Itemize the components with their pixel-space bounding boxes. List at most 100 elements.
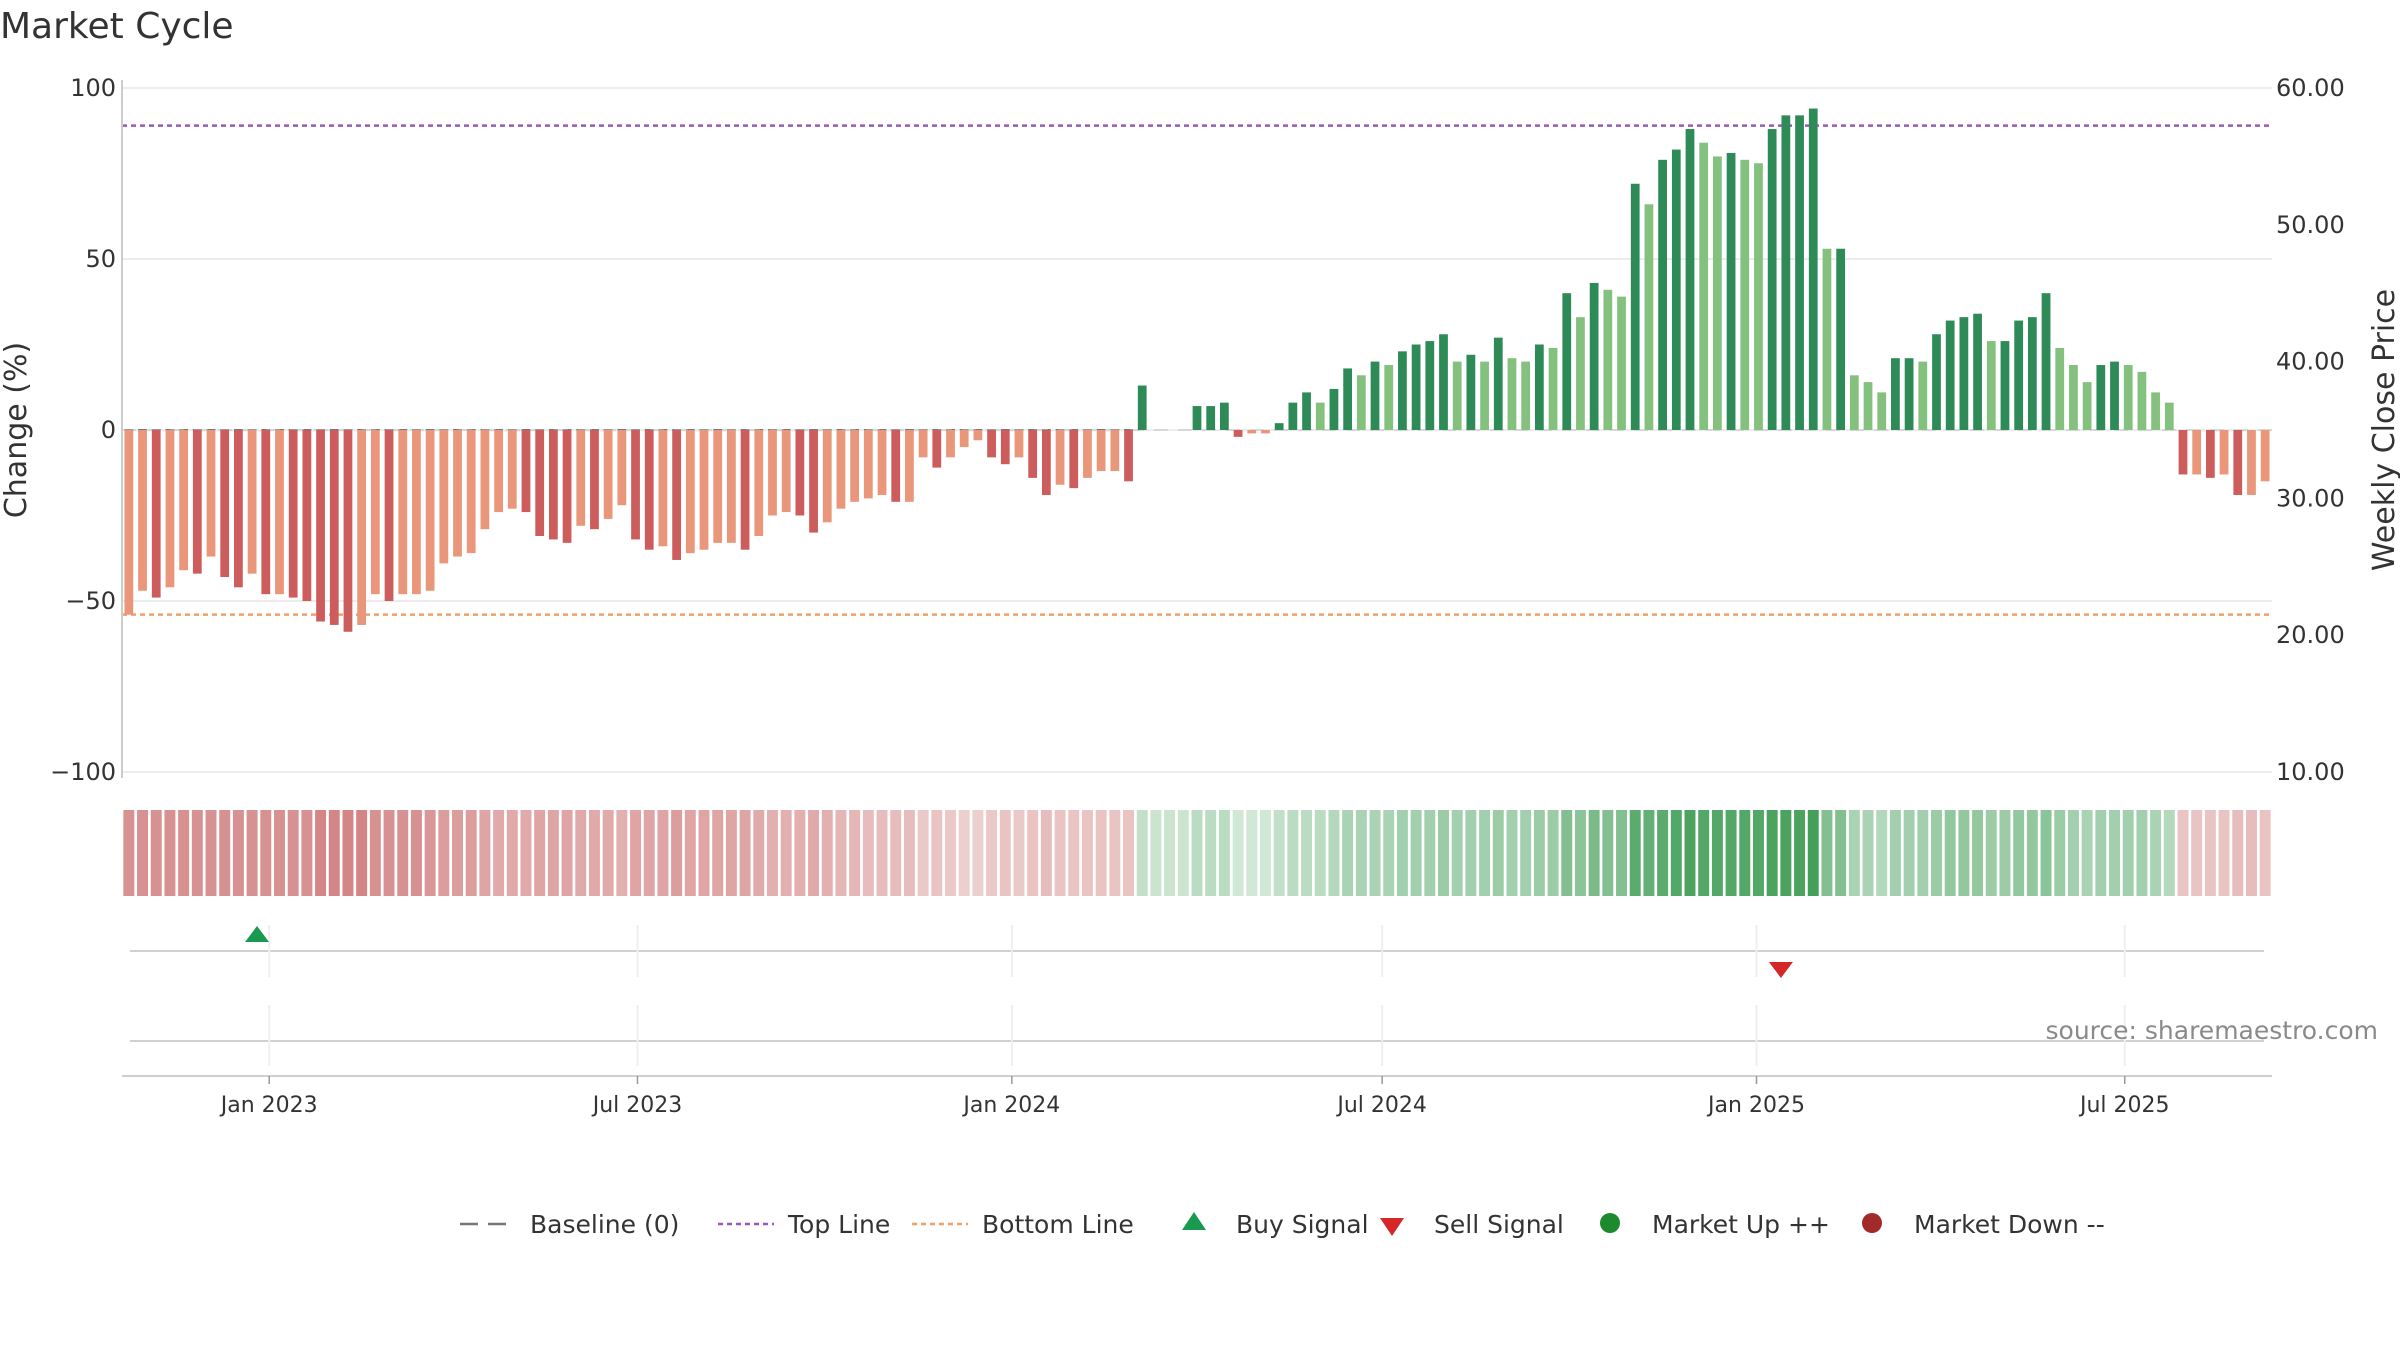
heat-cell xyxy=(232,810,244,896)
change-bar xyxy=(1986,341,1996,430)
change-bar xyxy=(1726,152,1736,431)
change-bar xyxy=(1713,156,1722,430)
change-bar xyxy=(1110,430,1120,472)
change-bar xyxy=(1630,183,1640,430)
change-bar xyxy=(1534,344,1544,430)
heat-cell xyxy=(1191,810,1203,896)
heat-cell xyxy=(191,810,203,896)
change-bar xyxy=(781,430,791,513)
heat-cell xyxy=(698,810,710,896)
heat-cell xyxy=(862,810,874,896)
heat-cell xyxy=(1684,810,1696,896)
y-tick-label: −100 xyxy=(50,758,116,786)
heat-cell xyxy=(986,810,998,896)
heat-cell xyxy=(123,810,135,896)
heat-cell xyxy=(890,810,902,896)
change-bar xyxy=(425,430,435,591)
heat-cell xyxy=(999,810,1011,896)
heat-cell xyxy=(356,810,368,896)
change-bar xyxy=(1932,334,1941,430)
x-tick-label: Jul 2024 xyxy=(1335,1093,1427,1118)
change-bar xyxy=(1671,149,1681,430)
heat-cell xyxy=(137,810,149,896)
heat-cell xyxy=(616,810,628,896)
change-bar xyxy=(1288,402,1298,430)
heat-cell xyxy=(1821,810,1833,896)
heat-cell xyxy=(465,810,477,896)
change-bar xyxy=(2096,365,2106,430)
change-bar xyxy=(918,430,928,458)
y-tick-label: 0 xyxy=(101,416,116,444)
heat-cell xyxy=(630,810,642,896)
change-bar xyxy=(987,430,996,458)
legend: Baseline (0) Top Line Bottom Line Buy Signa… xyxy=(460,1210,2105,1239)
heat-cell xyxy=(397,810,409,896)
change-bar xyxy=(1740,159,1750,430)
change-bar xyxy=(1754,163,1763,431)
change-bar xyxy=(357,430,367,625)
legend-label: Baseline (0) xyxy=(530,1210,679,1239)
heat-cell xyxy=(1328,810,1340,896)
change-bar xyxy=(1220,402,1229,430)
heat-cell xyxy=(2259,810,2271,896)
change-bar xyxy=(1507,358,1517,430)
legend-item: Bottom Line xyxy=(912,1210,1134,1239)
x-tick-label: Jul 2025 xyxy=(2078,1093,2170,1118)
change-bar xyxy=(1398,351,1407,430)
change-bar xyxy=(247,430,257,574)
y2-tick-label: 30.00 xyxy=(2276,484,2345,512)
change-bar xyxy=(1233,430,1243,437)
heat-cell xyxy=(1807,810,1819,896)
change-bar xyxy=(1069,430,1079,489)
change-bar xyxy=(1247,430,1257,434)
change-bar xyxy=(795,430,805,516)
legend-circle-icon xyxy=(1862,1213,1882,1233)
heat-cell xyxy=(725,810,737,896)
change-bar xyxy=(1302,392,1311,430)
change-bar xyxy=(2219,430,2229,475)
y2-axis-title: Weekly Close Price xyxy=(2367,289,2400,571)
heat-cell xyxy=(1944,810,1956,896)
heat-cell xyxy=(410,810,422,896)
heat-cell xyxy=(383,810,395,896)
heat-cell xyxy=(1150,810,1162,896)
legend-label: Top Line xyxy=(787,1210,890,1239)
signal-panel xyxy=(130,925,2264,1066)
heat-cell xyxy=(547,810,559,896)
heat-cell xyxy=(1342,810,1354,896)
heat-cell xyxy=(2054,810,2066,896)
heat-cell xyxy=(2204,810,2216,896)
change-bar xyxy=(138,430,147,591)
change-bar xyxy=(179,430,189,571)
change-bar xyxy=(1055,430,1065,485)
heat-cell xyxy=(1643,810,1655,896)
heat-cell xyxy=(643,810,655,896)
change-bar xyxy=(316,430,325,622)
change-bar xyxy=(412,430,421,595)
heat-cell xyxy=(1054,810,1066,896)
change-bar xyxy=(1137,385,1147,430)
heat-cell xyxy=(1711,810,1723,896)
heat-cell xyxy=(2150,810,2162,896)
change-bar xyxy=(466,430,476,554)
change-bar xyxy=(891,430,901,502)
heat-cell xyxy=(315,810,327,896)
heat-cell xyxy=(1095,810,1107,896)
change-bar xyxy=(850,430,860,502)
legend-item: Sell Signal xyxy=(1380,1210,1564,1239)
change-bar xyxy=(1028,430,1038,478)
heat-cell xyxy=(849,810,861,896)
change-bar xyxy=(576,430,586,526)
change-bar xyxy=(124,430,134,615)
change-bar xyxy=(494,430,503,513)
heat-cell xyxy=(205,810,217,896)
change-bar xyxy=(521,430,531,513)
x-tick-label: Jan 2024 xyxy=(961,1093,1060,1118)
heat-cell xyxy=(588,810,600,896)
change-bar xyxy=(1849,375,1859,430)
heat-cell xyxy=(1616,810,1627,896)
change-bar xyxy=(1452,361,1462,430)
change-bar xyxy=(1877,392,1887,430)
heat-cell xyxy=(2067,810,2079,896)
